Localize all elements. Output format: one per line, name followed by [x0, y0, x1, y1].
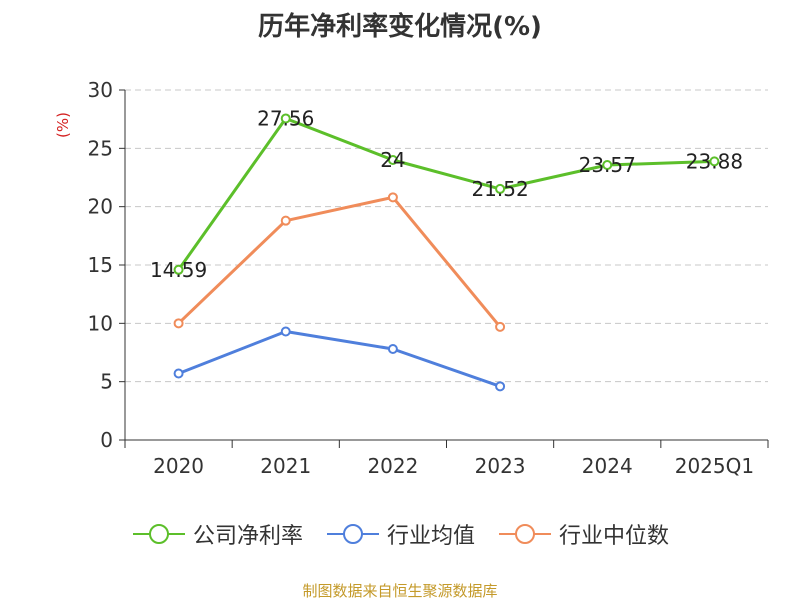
- data-point-1: [280, 326, 291, 337]
- data-point-0: [387, 155, 398, 165]
- data-point-0: [280, 113, 291, 124]
- data-label: 24: [380, 148, 405, 172]
- y-tick-label: 10: [88, 311, 113, 335]
- data-point-1: [173, 368, 184, 379]
- x-tick-label: 2025Q1: [675, 454, 754, 478]
- data-label: 14.59: [150, 258, 207, 282]
- legend-marker-industry-median: [499, 524, 551, 544]
- data-point-2: [173, 318, 184, 329]
- legend-label: 公司净利率: [192, 524, 303, 549]
- data-point-2: [387, 192, 398, 203]
- series-line-1: [178, 330, 501, 388]
- y-tick-label: 25: [88, 136, 113, 160]
- y-tick-label: 5: [100, 370, 113, 394]
- chart-title: 历年净利率变化情况(%): [258, 12, 542, 42]
- data-point-0: [602, 160, 613, 171]
- legend-marker-net-margin: [132, 524, 185, 544]
- data-point-1: [495, 381, 506, 392]
- x-tick-label: 2024: [582, 454, 633, 478]
- y-tick-label: 20: [88, 195, 113, 219]
- legend-marker-industry-mean: [326, 524, 379, 544]
- y-tick-label: 15: [88, 253, 113, 277]
- data-point-0: [173, 264, 184, 275]
- data-point-1: [387, 344, 398, 354]
- data-point-2: [280, 215, 291, 226]
- legend: 公司净利率 行业均值 行业中位数: [0, 518, 800, 550]
- data-point-0: [709, 156, 720, 167]
- legend-label: 行业均值: [386, 524, 475, 549]
- y-axis-label: (%): [54, 112, 72, 138]
- x-tick-label: 2023: [475, 454, 526, 478]
- x-tick-label: 2022: [367, 454, 418, 478]
- data-label: 23.88: [686, 149, 743, 173]
- source-note: 制图数据来自恒生聚源数据库: [302, 582, 498, 600]
- y-tick-label: 0: [100, 428, 113, 452]
- legend-item-net-margin[interactable]: 公司净利率: [131, 518, 303, 550]
- data-point-2: [495, 321, 506, 332]
- data-point-0: [495, 183, 506, 194]
- data-label: 21.52: [471, 177, 528, 201]
- x-tick-label: 2021: [260, 454, 311, 478]
- data-label: 23.57: [579, 153, 636, 177]
- legend-item-industry-mean[interactable]: 行业均值: [325, 518, 475, 550]
- y-tick-label: 30: [88, 78, 113, 102]
- legend-item-industry-median[interactable]: 行业中位数: [497, 518, 669, 550]
- data-label: 27.56: [257, 106, 314, 130]
- legend-label: 行业中位数: [559, 524, 670, 549]
- series-line-2: [177, 195, 502, 328]
- x-tick-label: 2020: [153, 454, 204, 478]
- series-line-0: [177, 116, 715, 271]
